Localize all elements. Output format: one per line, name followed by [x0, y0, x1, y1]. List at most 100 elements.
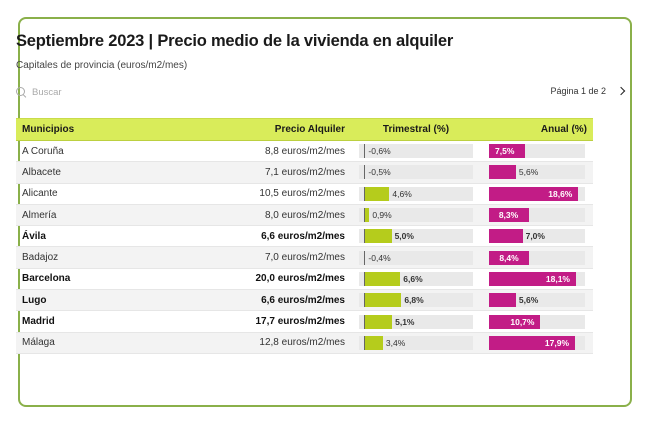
- trimestral-fill: [364, 314, 393, 329]
- anual-label: 17,9%: [544, 337, 570, 348]
- cell-anual: 7,0%: [481, 226, 593, 247]
- cell-municipio: Badajoz: [22, 252, 59, 264]
- cell-municipio: A Coruña: [22, 145, 64, 157]
- trimestral-bar: -0,6%: [359, 144, 473, 159]
- zero-line: [363, 165, 366, 180]
- cell-municipio: Ávila: [22, 230, 46, 242]
- zero-line: [363, 186, 366, 201]
- cell-trimestral: 6,6%: [351, 268, 481, 289]
- chevron-right-icon[interactable]: [616, 84, 628, 98]
- zero-line: [363, 208, 366, 223]
- table-row: Almería 8,0 euros/m2/mes 0,9% 8,3%: [16, 204, 593, 226]
- zero-line: [363, 229, 366, 244]
- cell-precio: 7,1 euros/m2/mes: [264, 166, 345, 178]
- zero-line: [363, 335, 366, 350]
- trimestral-label: -0,6%: [368, 146, 391, 157]
- cell-anual: 8,4%: [481, 247, 593, 268]
- cell-precio: 17,7 euros/m2/mes: [255, 316, 346, 328]
- anual-bar: 8,3%: [489, 208, 585, 223]
- cell-anual: 18,1%: [481, 268, 593, 289]
- anual-label: 18,6%: [548, 188, 573, 199]
- trimestral-label: 5,0%: [394, 231, 414, 242]
- cell-precio: 8,8 euros/m2/mes: [264, 145, 345, 157]
- anual-label: 7,5%: [495, 146, 515, 157]
- anual-label: 8,4%: [499, 252, 519, 263]
- col-trimestral[interactable]: Trimestral (%): [351, 118, 481, 141]
- cell-anual: 17,9%: [481, 332, 593, 353]
- trimestral-bar: 3,4%: [359, 335, 473, 350]
- anual-bar: 8,4%: [489, 250, 585, 265]
- anual-fill: [489, 250, 530, 265]
- cell-municipio: Lugo: [22, 294, 47, 306]
- anual-label: 7,0%: [525, 231, 545, 242]
- trimestral-bar: -0,5%: [359, 165, 473, 180]
- col-precio[interactable]: Precio Alquiler: [166, 118, 351, 141]
- trimestral-bar: 6,8%: [359, 293, 473, 308]
- cell-anual: 5,6%: [481, 290, 593, 311]
- cell-precio: 6,6 euros/m2/mes: [261, 230, 345, 242]
- trimestral-label: 3,4%: [385, 337, 406, 348]
- cell-trimestral: -0,6%: [351, 141, 481, 162]
- cell-trimestral: 0,9%: [351, 204, 481, 225]
- table-row: Lugo 6,6 euros/m2/mes 6,8% 5,6%: [16, 289, 593, 311]
- zero-line: [363, 144, 366, 159]
- anual-label: 5,6%: [518, 167, 539, 178]
- trimestral-label: 5,1%: [395, 316, 415, 327]
- cell-municipio: Albacete: [22, 166, 61, 178]
- search-box[interactable]: [16, 83, 186, 101]
- cell-trimestral: -0,5%: [351, 162, 481, 183]
- table-row: Ávila 6,6 euros/m2/mes 5,0% 7,0%: [16, 226, 593, 247]
- anual-bar: 10,7%: [489, 314, 585, 329]
- anual-bar: 7,5%: [489, 144, 585, 159]
- cell-precio: 8,0 euros/m2/mes: [264, 209, 345, 221]
- search-input[interactable]: [32, 86, 172, 98]
- anual-fill: [489, 165, 516, 180]
- cell-municipio: Almería: [22, 209, 57, 221]
- anual-bar: 18,1%: [489, 271, 585, 286]
- anual-fill: [489, 335, 575, 350]
- cell-anual: 10,7%: [481, 311, 593, 332]
- trimestral-label: -0,4%: [368, 252, 391, 263]
- bar-track: [359, 165, 473, 180]
- bar-track: [359, 335, 473, 350]
- col-anual[interactable]: Anual (%): [481, 118, 593, 141]
- anual-bar: 5,6%: [489, 165, 585, 180]
- trimestral-fill: [364, 186, 390, 201]
- pagination: Página 1 de 2: [550, 84, 628, 98]
- trimestral-fill: [364, 208, 370, 223]
- cell-municipio: Alicante: [22, 188, 58, 200]
- search-icon: [16, 86, 27, 98]
- anual-label: 18,1%: [545, 273, 570, 284]
- trimestral-fill: [364, 271, 401, 286]
- cell-precio: 7,0 euros/m2/mes: [264, 252, 345, 264]
- trimestral-bar: -0,4%: [359, 250, 473, 265]
- table-row: A Coruña 8,8 euros/m2/mes -0,6% 7,5%: [16, 141, 593, 162]
- col-municipios[interactable]: Municipios: [16, 118, 166, 141]
- anual-label: 5,6%: [518, 295, 539, 306]
- cell-trimestral: 4,6%: [351, 183, 481, 204]
- cell-precio: 6,6 euros/m2/mes: [261, 294, 345, 306]
- rent-table: Municipios Precio Alquiler Trimestral (%…: [16, 118, 593, 354]
- anual-fill: [489, 144, 525, 159]
- zero-line: [363, 314, 366, 329]
- anual-bar: 5,6%: [489, 293, 585, 308]
- cell-trimestral: 5,1%: [351, 311, 481, 332]
- table-row: Málaga 12,8 euros/m2/mes 3,4% 17,9%: [16, 332, 593, 354]
- table-row: Alicante 10,5 euros/m2/mes 4,6% 18,6%: [16, 183, 593, 205]
- cell-trimestral: 5,0%: [351, 226, 481, 247]
- trimestral-fill: [364, 293, 402, 308]
- anual-bar: 18,6%: [489, 186, 585, 201]
- table-row: Barcelona 20,0 euros/m2/mes 6,6% 18,1%: [16, 268, 593, 290]
- page-subtitle: Capitales de provincia (euros/m2/mes): [16, 60, 188, 71]
- bar-track: [359, 250, 473, 265]
- zero-line: [363, 293, 366, 308]
- trimestral-bar: 4,6%: [359, 186, 473, 201]
- trimestral-label: 6,6%: [403, 273, 423, 284]
- bar-track: [359, 144, 473, 159]
- trimestral-fill: [364, 335, 383, 350]
- table-row: Badajoz 7,0 euros/m2/mes -0,4% 8,4%: [16, 246, 593, 269]
- cell-precio: 10,5 euros/m2/mes: [259, 188, 345, 200]
- cell-municipio: Málaga: [22, 337, 55, 349]
- trimestral-bar: 0,9%: [359, 208, 473, 223]
- cell-trimestral: 6,8%: [351, 290, 481, 311]
